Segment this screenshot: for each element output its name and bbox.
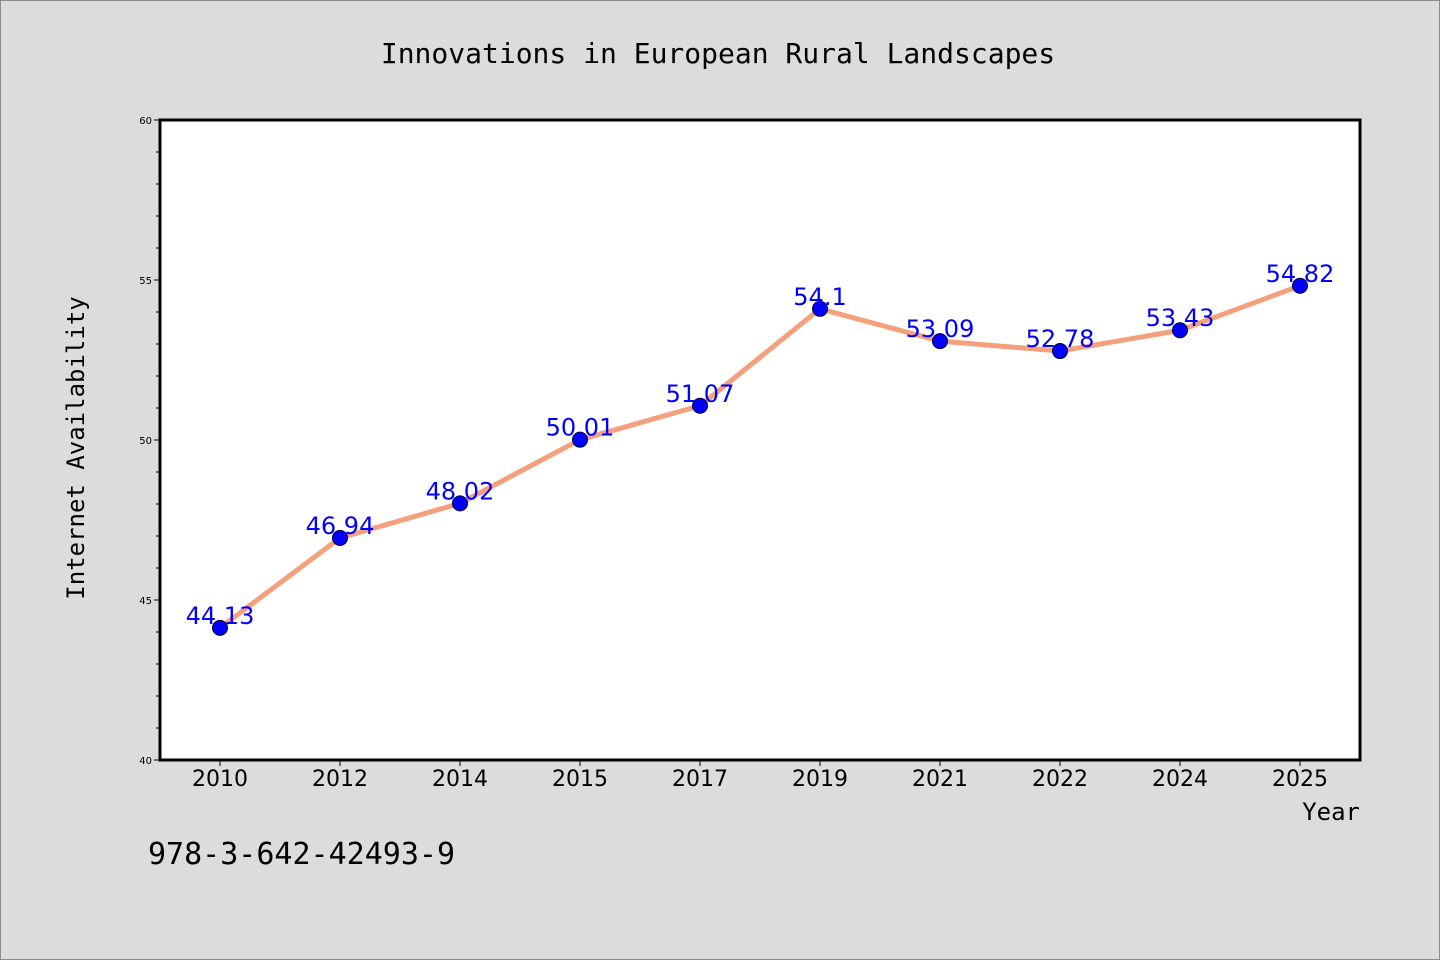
isbn-annotation: 978-3-642-42493-9 <box>148 837 455 872</box>
data-label: 53.43 <box>1146 304 1215 332</box>
y-tick-label: 40 <box>139 756 152 767</box>
y-axis-label: Internet Availability <box>62 296 90 599</box>
plot-area <box>158 118 1362 762</box>
data-label: 53.09 <box>906 315 975 343</box>
data-point <box>932 333 948 350</box>
data-point <box>1052 343 1068 360</box>
data-label: 44.13 <box>186 602 255 630</box>
series-layer: 44.13 46.94 48.02 50.01 51.07 54.1 53.09 52.78 5… <box>186 260 1335 636</box>
x-axis: 2010 2012 2014 2015 2017 2019 2021 2022 2024 2025 <box>192 760 1328 792</box>
data-point <box>572 431 588 448</box>
x-tick-label: 2022 <box>1032 767 1088 792</box>
x-axis-label: Year <box>1302 798 1360 826</box>
data-label: 48.02 <box>426 477 495 505</box>
x-tick-label: 2014 <box>432 767 488 792</box>
y-tick-label: 50 <box>139 436 152 447</box>
x-tick-label: 2019 <box>792 767 848 792</box>
x-tick-label: 2025 <box>1272 767 1328 792</box>
x-tick-label: 2017 <box>672 767 728 792</box>
data-point <box>1172 322 1188 339</box>
series-line <box>217 283 1303 631</box>
data-label: 50.01 <box>546 414 615 442</box>
data-point <box>452 495 468 512</box>
data-point <box>1292 277 1308 294</box>
y-tick-label: 55 <box>139 276 152 287</box>
data-point <box>212 619 228 636</box>
x-tick-label: 2015 <box>552 767 608 792</box>
data-point <box>692 397 708 414</box>
data-label: 52.78 <box>1026 325 1095 353</box>
data-label: 54.82 <box>1266 260 1335 288</box>
data-label: 46.94 <box>306 512 375 540</box>
y-axis: 40 45 50 55 60 <box>139 116 160 767</box>
chart-title: Innovations in European Rural Landscapes <box>381 37 1055 70</box>
data-point <box>812 300 828 317</box>
x-tick-label: 2024 <box>1152 767 1208 792</box>
x-tick-label: 2012 <box>312 767 368 792</box>
y-tick-label: 60 <box>139 116 152 127</box>
y-tick-label: 45 <box>139 596 152 607</box>
x-tick-label: 2021 <box>912 767 968 792</box>
data-label: 54.1 <box>793 283 846 311</box>
x-tick-label: 2010 <box>192 767 248 792</box>
data-point <box>332 529 348 546</box>
data-label: 51.07 <box>666 380 735 408</box>
